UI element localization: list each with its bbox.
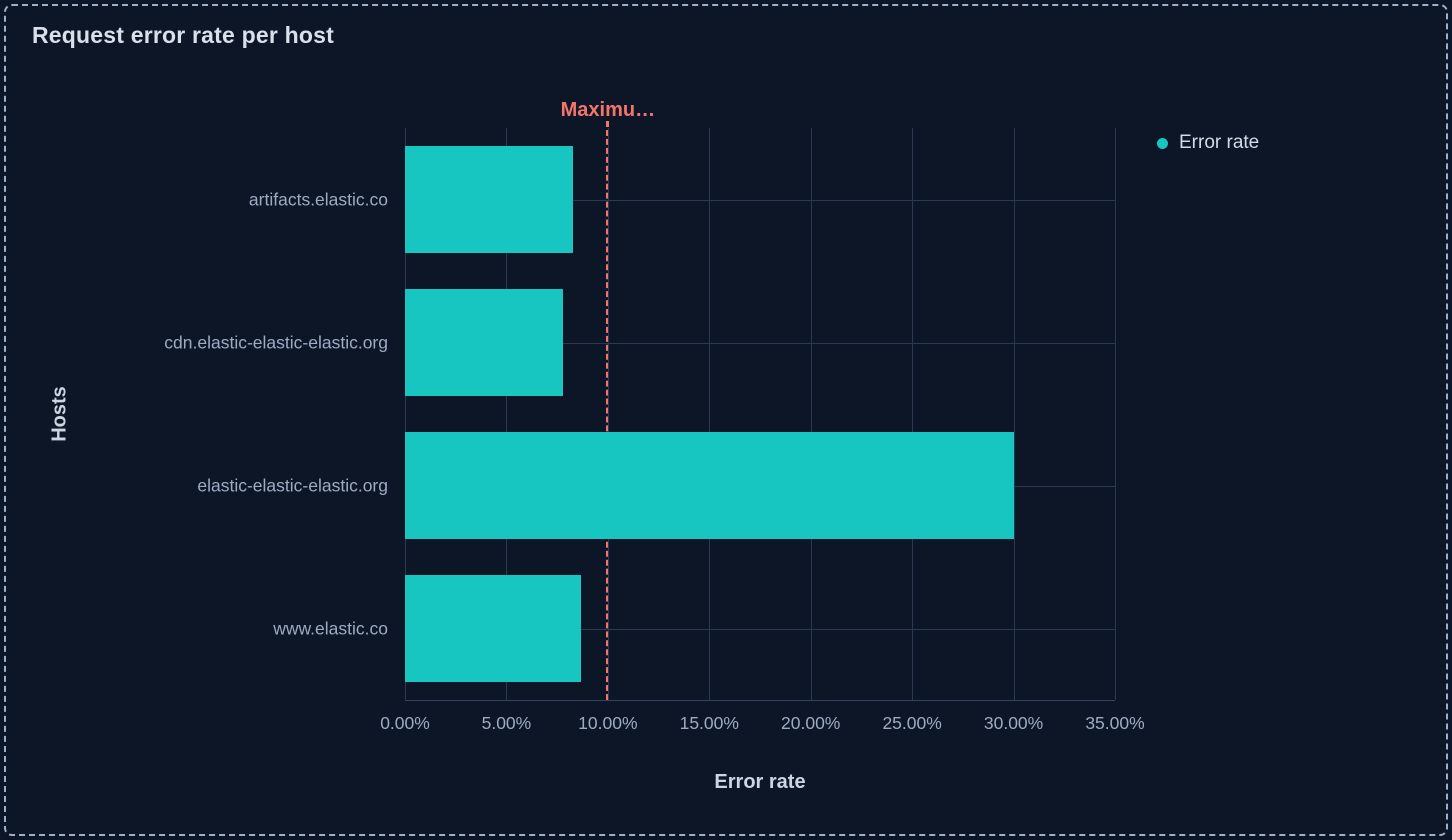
y-axis-title: Hosts [48, 386, 71, 442]
y-category-label: cdn.elastic-elastic-elastic.org [164, 332, 388, 352]
x-tick-label: 15.00% [679, 713, 739, 733]
x-tick-label: 10.00% [578, 713, 638, 733]
y-gridline [405, 628, 1115, 630]
x-gridline [506, 128, 508, 700]
x-tick-label: 25.00% [882, 713, 942, 733]
x-gridline [405, 128, 406, 700]
x-gridline [810, 128, 812, 700]
y-category-label: elastic-elastic-elastic.org [197, 475, 388, 495]
x-tick-label: 30.00% [983, 713, 1044, 733]
bar-www.elastic.co[interactable] [405, 575, 582, 682]
bar-cdn.elastic-elastic-elastic.org[interactable] [405, 289, 564, 396]
threshold-label: Maximu… [560, 99, 656, 121]
x-tick-label: 35.00% [1085, 713, 1145, 733]
plot-area: Maximu… Error rate 0.00% 5.00% 10.00% 15.00… [164, 99, 1144, 793]
y-gridline [405, 342, 1115, 344]
x-gridline [709, 128, 711, 700]
x-tick-label: 20.00% [781, 713, 841, 733]
legend: Error rate [1157, 132, 1259, 154]
x-gridline [607, 128, 609, 700]
x-gridline [1115, 128, 1116, 700]
x-axis-line [405, 700, 1115, 701]
x-axis-title: Error rate [714, 771, 806, 793]
y-gridline [405, 199, 1115, 201]
x-gridline [1013, 128, 1015, 700]
x-tick-label: 5.00% [481, 713, 532, 733]
x-gridline [912, 128, 914, 700]
legend-series-label[interactable]: Error rate [1179, 132, 1260, 153]
panel-title: Request error rate per host [32, 22, 334, 48]
y-category-label: www.elastic.co [273, 618, 388, 638]
bar-elastic-elastic-elastic.org[interactable] [405, 432, 1014, 539]
y-category-label: artifacts.elastic.co [248, 189, 388, 209]
chart-panel: Request error rate per host Maximu… Erro… [4, 4, 1448, 836]
legend-series-dot-icon[interactable] [1157, 137, 1168, 149]
bar-artifacts.elastic.co[interactable] [405, 146, 574, 253]
x-tick-label: 0.00% [380, 713, 430, 733]
